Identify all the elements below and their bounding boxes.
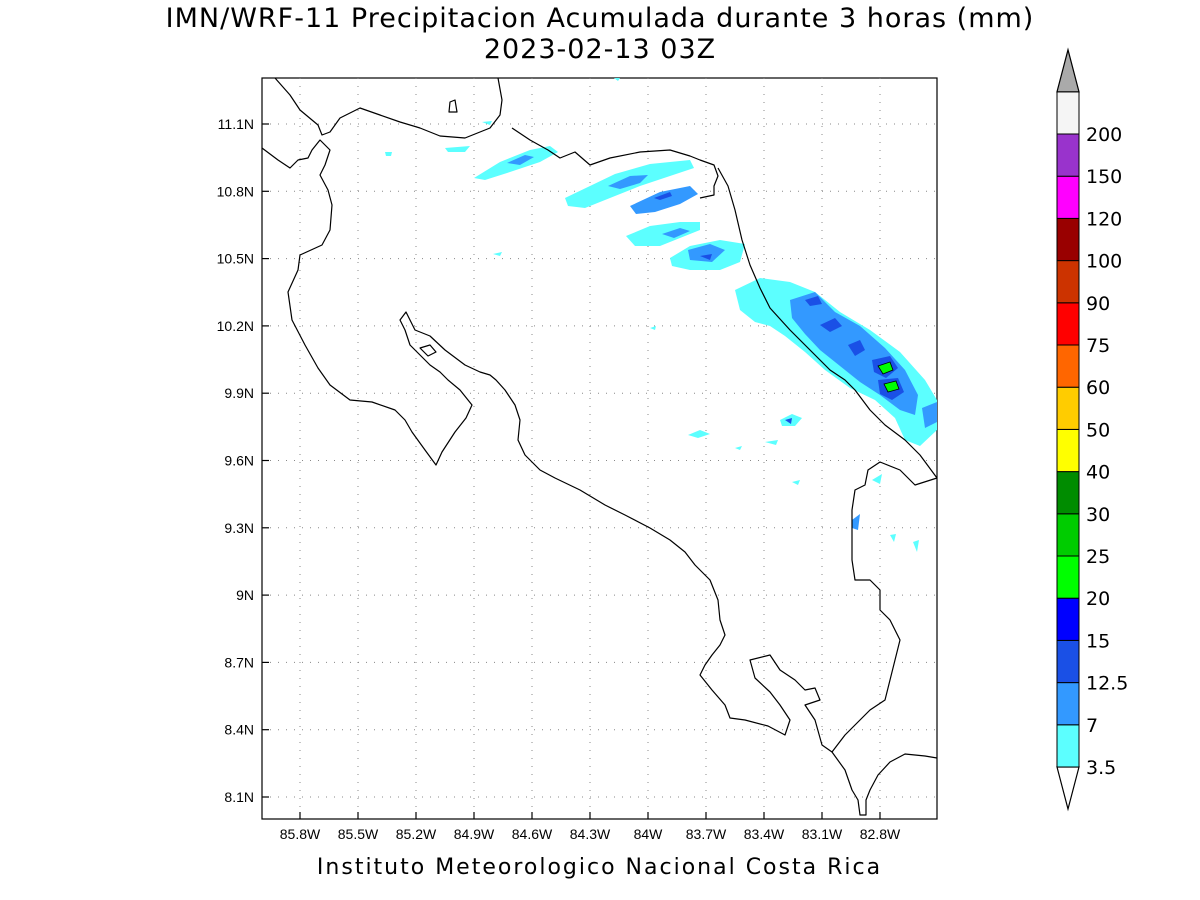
lat-tick-label: 10.2N	[217, 318, 254, 334]
lon-tick-label: 83.1W	[802, 826, 843, 842]
map-title: IMN/WRF-11 Precipitacion Acumulada duran…	[165, 3, 1035, 34]
colorbar-segment	[1056, 217, 1080, 262]
lat-tick-label: 8.7N	[224, 654, 254, 670]
colorbar-label: 100	[1086, 251, 1122, 273]
lat-tick-label: 10.5N	[217, 251, 254, 267]
colorbar-min-arrow	[1056, 766, 1080, 812]
colorbar-segment	[1056, 386, 1080, 430]
lon-tick-label: 84.9W	[454, 826, 495, 842]
colorbar-label: 3.5	[1086, 757, 1116, 779]
colorbar-label: 12.5	[1086, 673, 1128, 695]
colorbar-label: 60	[1086, 377, 1110, 399]
lat-tick-label: 8.1N	[224, 789, 254, 805]
colorbar-segment	[1056, 639, 1080, 684]
latitude-axis: 11.1N 10.8N 10.5N 10.2N 9.9N 9.6N 9.3N 9N 8.7N 8.…	[217, 116, 269, 805]
colorbar-label: 40	[1086, 462, 1110, 484]
colorbar-segment	[1056, 133, 1080, 177]
lat-tick-label: 11.1N	[218, 116, 254, 132]
lon-tick-label: 83.4W	[744, 826, 785, 842]
colorbar-label: 20	[1086, 588, 1110, 610]
colorbar-segment	[1056, 175, 1080, 219]
lon-tick-label: 84.6W	[512, 826, 553, 842]
colorbar-segment	[1056, 724, 1080, 768]
colorbar-label: 7	[1086, 715, 1098, 737]
colorbar-segment	[1056, 302, 1080, 346]
colorbar-segment	[1056, 260, 1080, 304]
colorbar-segment	[1056, 513, 1080, 557]
lat-tick-label: 9.3N	[224, 520, 254, 536]
colorbar-segment	[1056, 555, 1080, 599]
lat-tick-label: 9.9N	[224, 385, 254, 401]
colorbar-segment	[1056, 682, 1080, 726]
colorbar-label: 150	[1086, 166, 1122, 188]
lon-tick-label: 85.5W	[338, 826, 379, 842]
colorbar-label: 30	[1086, 504, 1110, 526]
colorbar-segment	[1056, 91, 1080, 135]
lat-tick-label: 10.8N	[217, 183, 254, 199]
lon-tick-label: 83.7W	[686, 826, 727, 842]
colorbar-label: 25	[1086, 546, 1110, 568]
lat-tick-label: 9.6N	[224, 453, 254, 469]
colorbar-label: 75	[1086, 335, 1110, 357]
colorbar-label: 50	[1086, 419, 1110, 441]
colorbar-label: 90	[1086, 293, 1110, 315]
precipitation-field	[385, 78, 937, 552]
colorbar-label: 15	[1086, 630, 1110, 652]
grid-lines	[262, 78, 937, 819]
lon-tick-label: 85.2W	[396, 826, 437, 842]
lon-tick-label: 82.8W	[860, 826, 901, 842]
footer-credit: Instituto Meteorologico Nacional Costa R…	[316, 855, 883, 880]
colorbar-segment	[1056, 344, 1080, 388]
colorbar-segment	[1056, 597, 1080, 641]
colorbar-legend: 3.5 7 12.5 15 20 25 30 40 50 60 75 90 100 120 150 200	[1056, 47, 1128, 812]
colorbar-segment	[1056, 471, 1080, 515]
map-date: 2023-02-13 03Z	[483, 34, 717, 65]
colorbar-label: 120	[1086, 208, 1122, 230]
lat-tick-label: 8.4N	[224, 722, 254, 738]
lon-tick-label: 84.3W	[570, 826, 611, 842]
colorbar-segment	[1056, 428, 1080, 473]
lat-tick-label: 9N	[236, 587, 254, 603]
lon-tick-label: 84W	[634, 826, 664, 842]
colorbar-label: 200	[1086, 124, 1122, 146]
lon-tick-label: 85.8W	[280, 826, 321, 842]
longitude-axis: 85.8W 85.5W 85.2W 84.9W 84.6W 84.3W 84W 83.7W 83…	[280, 812, 901, 842]
coastline	[261, 77, 938, 816]
colorbar-max-arrow	[1056, 47, 1080, 93]
